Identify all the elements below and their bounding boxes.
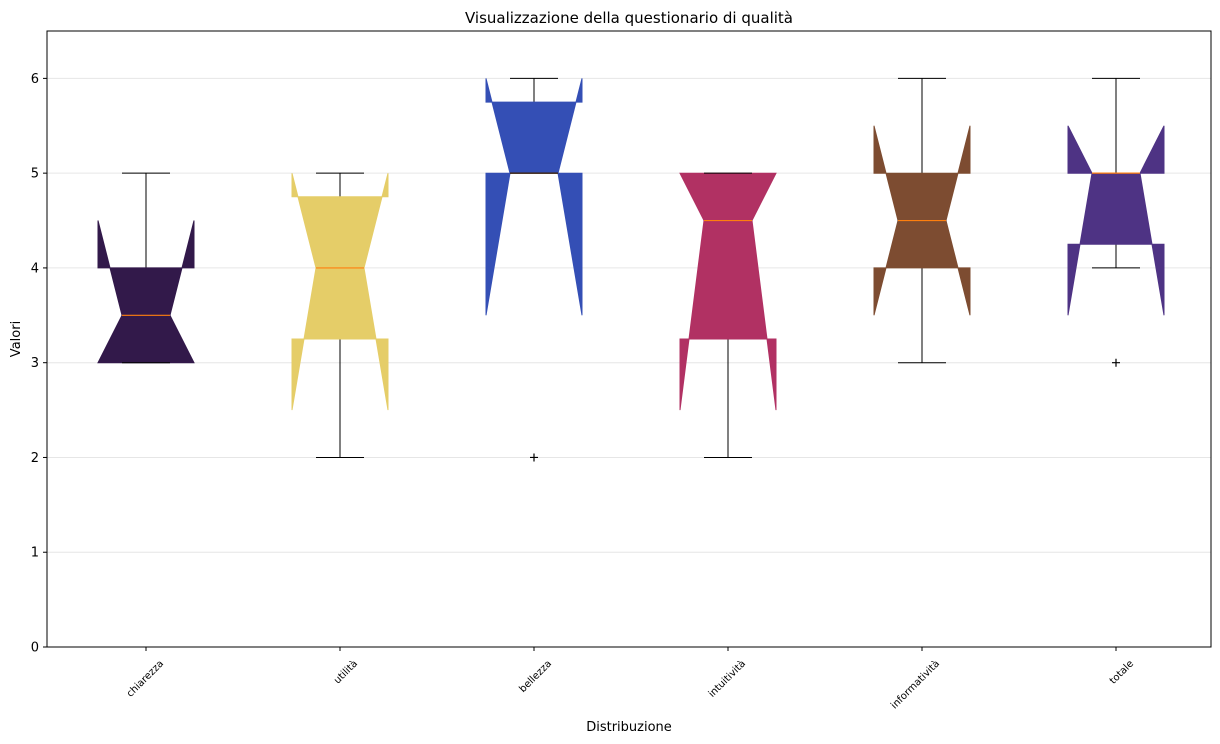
boxes: [97, 77, 1165, 462]
x-tick-label: utilità: [331, 658, 360, 687]
y-tick-label: 6: [31, 72, 39, 87]
flier-marker: [1112, 358, 1120, 367]
y-tick-label: 4: [31, 261, 39, 276]
x-axis-title: Distribuzione: [586, 720, 672, 735]
box-body: [679, 172, 777, 411]
y-tick-label: 3: [31, 356, 39, 371]
y-tick-label: 2: [31, 451, 39, 466]
plot-frame: [46, 30, 1212, 648]
y-axis: 0 1 2 3 4 5 6: [31, 72, 47, 656]
flier-marker: [530, 453, 538, 462]
y-gridlines: [47, 77, 1211, 553]
y-axis-title: Valori: [9, 321, 24, 357]
box-body: [291, 173, 389, 411]
x-tick-label: chiarezza: [125, 658, 166, 699]
box-body: [1067, 125, 1165, 316]
box-utilità: [291, 172, 389, 458]
box-body: [485, 78, 583, 316]
box-totale: [1067, 77, 1165, 367]
box-chiarezza: [97, 172, 195, 364]
box-intuitività: [679, 172, 777, 458]
box-informatività: [873, 77, 971, 364]
y-tick-label: 5: [31, 167, 39, 182]
x-tick-label: totale: [1108, 658, 1136, 686]
x-tick-label: bellezza: [517, 658, 554, 695]
x-axis: chiarezza utilità bellezza intuitività infor…: [125, 647, 1136, 711]
y-tick-label: 1: [31, 546, 39, 561]
x-tick-label: informatività: [888, 658, 942, 712]
x-tick-label: intuitività: [706, 658, 748, 700]
box-bellezza: [485, 77, 583, 462]
chart-title: Visualizzazione della questionario di qu…: [465, 9, 793, 27]
y-tick-label: 0: [31, 641, 39, 656]
box-body: [97, 220, 195, 364]
